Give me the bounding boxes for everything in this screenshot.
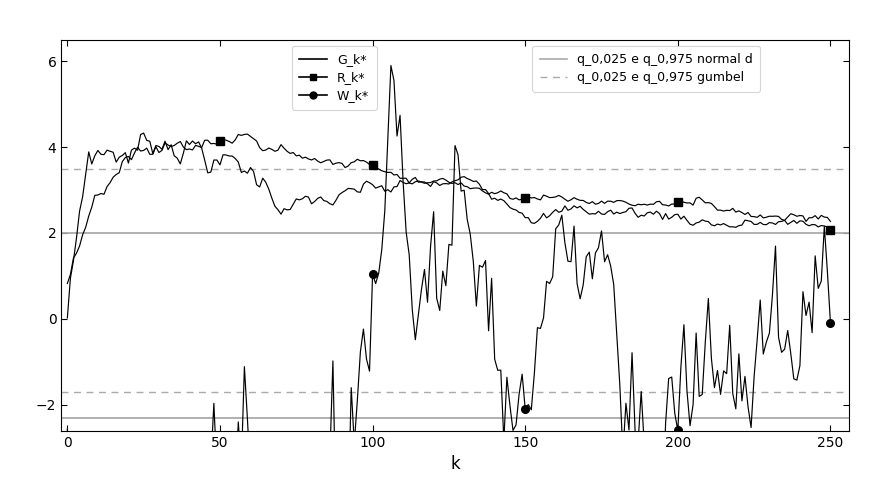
X-axis label: k: k <box>450 455 460 473</box>
Legend: q_0,025 e q_0,975 normal d, q_0,025 e q_0,975 gumbel: q_0,025 e q_0,975 normal d, q_0,025 e q_… <box>532 46 760 92</box>
